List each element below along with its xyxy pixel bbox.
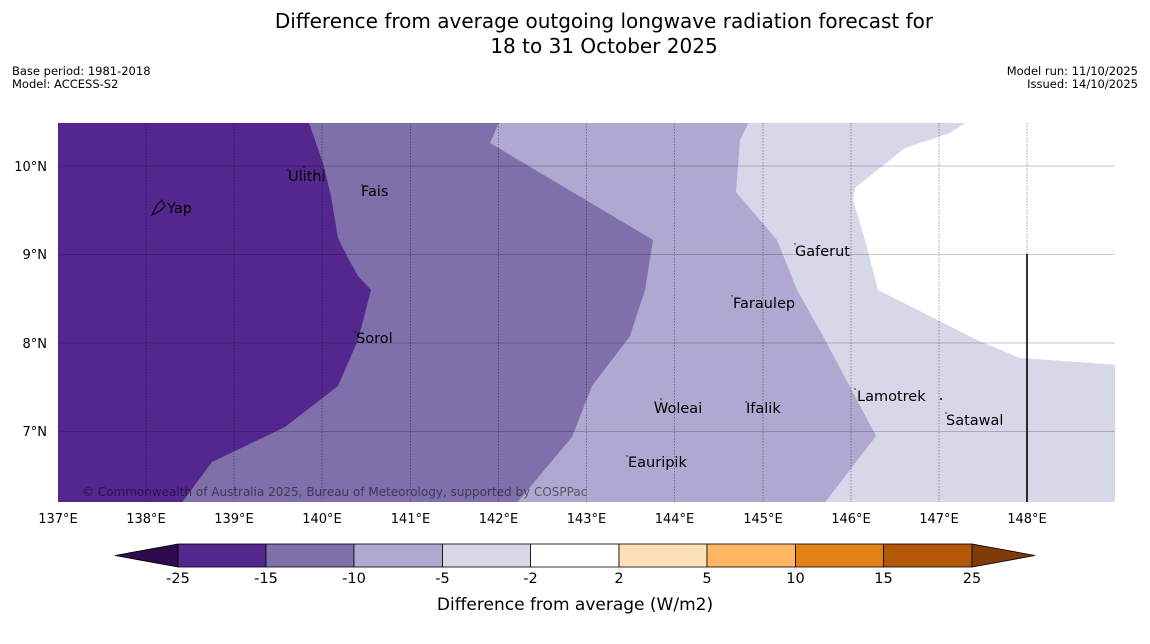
place-woleai: Woleai xyxy=(654,401,702,417)
lon-label: 141°E xyxy=(391,512,431,527)
lon-label: 137°E xyxy=(38,512,78,527)
colorbar-tick: 15 xyxy=(874,571,892,587)
lon-axis-labels: 137°E 138°E 139°E 140°E 141°E 142°E 143°… xyxy=(38,512,1047,527)
colorbar-segment xyxy=(265,543,355,568)
lon-label: 148°E xyxy=(1007,512,1047,527)
title-line-1: Difference from average outgoing longwav… xyxy=(274,9,934,33)
lon-label: 147°E xyxy=(919,512,959,527)
colorbar-tick: 5 xyxy=(702,571,711,587)
place-labels: Yap Ulithi Fais Gaferut Faraulep Sorol W… xyxy=(166,169,1003,471)
place-yap: Yap xyxy=(166,201,192,217)
lat-label: 10°N xyxy=(14,160,47,175)
colorbar-segment xyxy=(353,543,443,568)
colorbar-segment xyxy=(442,543,531,568)
colorbar-tick: -10 xyxy=(342,571,366,587)
colorbar-segment xyxy=(795,543,884,568)
lon-label: 143°E xyxy=(567,512,607,527)
chart-title: Difference from average outgoing longwav… xyxy=(0,9,1150,59)
base-period: Base period: 1981-2018 xyxy=(12,64,151,78)
place-fais: Fais xyxy=(361,184,388,200)
lon-label: 146°E xyxy=(831,512,871,527)
place-lamotrek: Lamotrek xyxy=(857,389,926,405)
island-dots xyxy=(287,166,947,457)
colorbar-segment xyxy=(618,543,708,568)
colorbar-ticks: -25 -15 -10 -5 -2 2 5 10 15 25 xyxy=(166,571,981,587)
lon-label: 138°E xyxy=(126,512,166,527)
yap-island-outline xyxy=(150,199,166,217)
run-info: Model run: 11/10/2025 Issued: 14/10/2025 xyxy=(1007,65,1138,91)
band-minus2-plus2 xyxy=(853,123,1115,365)
issued-date: Issued: 14/10/2025 xyxy=(1027,77,1138,91)
colorbar-tick: 10 xyxy=(786,571,804,587)
colorbar-segment xyxy=(177,543,267,568)
place-ifalik: Ifalik xyxy=(746,401,781,417)
lon-label: 139°E xyxy=(214,512,254,527)
colorbar-tick: -15 xyxy=(254,571,278,587)
colorbar-label: Difference from average (W/m2) xyxy=(437,595,713,615)
title-line-2: 18 to 31 October 2025 xyxy=(490,34,718,58)
colorbar-tick: 25 xyxy=(963,571,981,587)
graticule xyxy=(58,123,1115,502)
band-minus5-minus2-east xyxy=(1015,432,1115,502)
base-info: Base period: 1981-2018 Model: ACCESS-S2 xyxy=(12,65,151,91)
place-satawal: Satawal xyxy=(946,413,1003,429)
colorbar-segment xyxy=(530,543,620,568)
colorbar-tick: -5 xyxy=(435,571,449,587)
colorbar-segment xyxy=(706,543,796,568)
place-sorol: Sorol xyxy=(356,331,393,347)
colorbar-extend-high xyxy=(971,543,1036,568)
lon-label: 142°E xyxy=(479,512,519,527)
colorbar-segment xyxy=(883,543,973,568)
copyright-notice: © Commonwealth of Australia 2025, Bureau… xyxy=(82,485,587,499)
lon-label: 145°E xyxy=(743,512,783,527)
colorbar-extend-low xyxy=(114,543,179,568)
place-faraulep: Faraulep xyxy=(733,296,795,312)
lat-label: 8°N xyxy=(23,337,48,352)
model-run: Model run: 11/10/2025 xyxy=(1006,64,1138,78)
lon-label: 140°E xyxy=(302,512,342,527)
colorbar-tick: 2 xyxy=(614,571,623,587)
lon-label: 144°E xyxy=(655,512,695,527)
colorbar-tick: -25 xyxy=(166,571,190,587)
colorbar xyxy=(114,543,1036,568)
place-eauripik: Eauripik xyxy=(628,455,687,471)
colorbar-tick: -2 xyxy=(523,571,537,587)
place-gaferut: Gaferut xyxy=(795,244,850,260)
place-ulithi: Ulithi xyxy=(288,169,326,185)
lat-label: 7°N xyxy=(23,425,48,440)
olr-contours xyxy=(58,123,1115,502)
model-name: Model: ACCESS-S2 xyxy=(12,77,119,91)
lat-label: 9°N xyxy=(23,248,48,263)
lat-axis-labels: 10°N 9°N 8°N 7°N xyxy=(14,160,47,440)
